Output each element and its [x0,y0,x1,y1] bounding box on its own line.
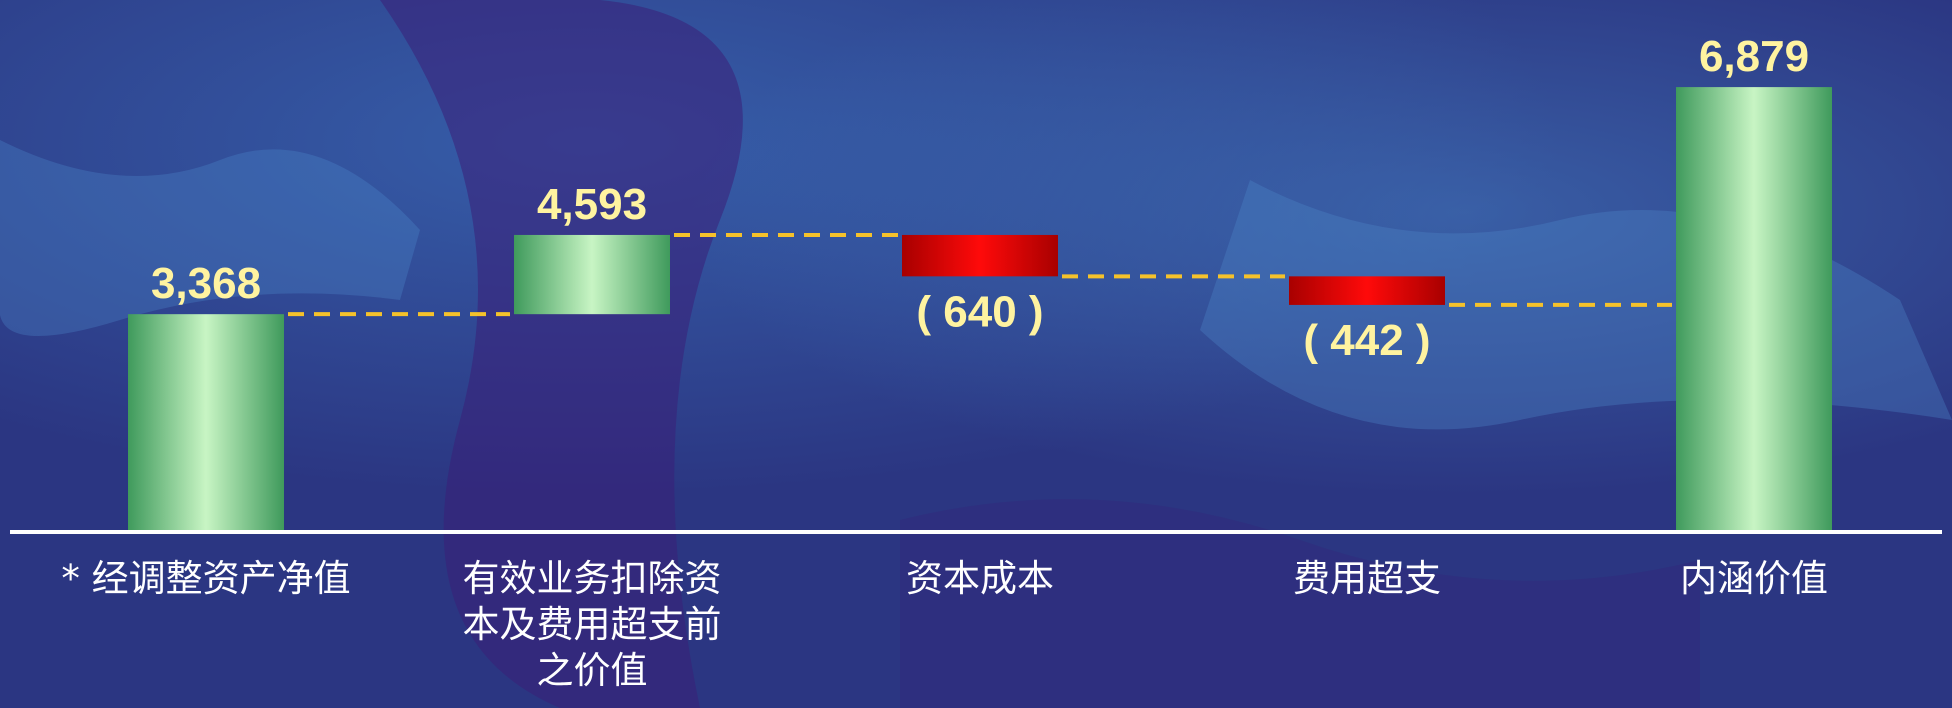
category-label-4: 费用超支 [1293,557,1441,600]
value-label-1: 3,368 [151,259,261,308]
bar-3 [902,234,1058,277]
bar-2 [514,234,670,315]
category-label-5: 内涵价值 [1680,557,1828,600]
bar-5 [1676,87,1832,532]
category-label-3: 资本成本 [906,557,1054,600]
connector-lines [288,232,1672,317]
category-label-2: 有效业务扣除资 本及费用超支前 之价值 [462,557,722,692]
value-label-4: ( 442 ) [1303,316,1430,365]
value-label-3: ( 640 ) [916,287,1043,336]
value-label-2: 4,593 [537,180,647,229]
bar-4 [1289,276,1445,305]
value-label-5: 6,879 [1699,32,1809,81]
category-label-1: * 经调整资产净值 [61,557,351,600]
bar-1 [128,314,284,532]
bar-series [128,87,1832,532]
value-labels: 3,368 4,593 ( 640 ) ( 442 ) 6,879 [151,32,1809,365]
